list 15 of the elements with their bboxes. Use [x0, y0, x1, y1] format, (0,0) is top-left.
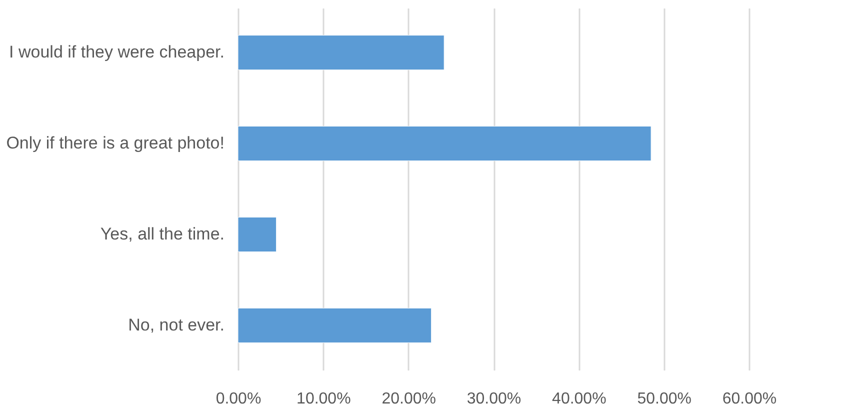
- x-tick-label: 30.00%: [466, 390, 522, 408]
- bar: [238, 216, 277, 252]
- x-tick-label: 60.00%: [722, 390, 777, 408]
- x-tick-label: 10.00%: [296, 390, 351, 408]
- y-tick-label: Only if there is a great photo!: [6, 134, 224, 153]
- x-tick-label: 50.00%: [637, 390, 692, 408]
- y-tick-label: Yes, all the time.: [100, 224, 224, 244]
- x-tick-label: 20.00%: [382, 390, 436, 408]
- y-tick-label: No, not ever.: [128, 315, 224, 334]
- bar: [238, 126, 652, 162]
- y-tick-label: I would if they were cheaper.: [9, 42, 224, 62]
- bar: [238, 308, 432, 343]
- x-tick-label: 0.00%: [216, 390, 262, 408]
- bar: [238, 35, 444, 70]
- x-tick-label: 40.00%: [552, 390, 606, 408]
